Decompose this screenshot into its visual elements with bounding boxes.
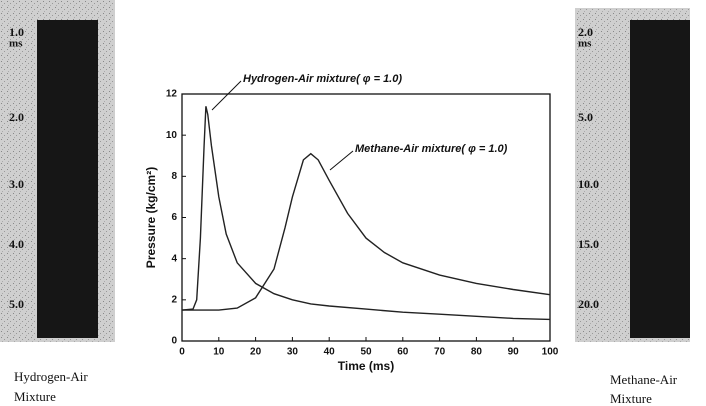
x-tick-label: 20 bbox=[250, 347, 262, 358]
strip-label: 15.0 bbox=[578, 237, 599, 251]
x-tick-label: 80 bbox=[471, 347, 483, 358]
caption: Hydrogen-Air bbox=[14, 369, 88, 384]
strip-label: 1.0 bbox=[9, 25, 24, 39]
series-label: Methane-Air mixture( φ = 1.0) bbox=[355, 143, 508, 155]
photo-frame bbox=[630, 20, 690, 338]
strip-label: 4.0 bbox=[9, 237, 24, 251]
plot-frame bbox=[181, 93, 551, 342]
x-tick-label: 40 bbox=[324, 347, 336, 358]
x-tick-label: 0 bbox=[179, 347, 185, 358]
y-axis-label: Pressure (kg/cm²) bbox=[144, 167, 158, 268]
strip-label: 2.0 bbox=[9, 110, 24, 124]
x-tick-label: 50 bbox=[360, 347, 372, 358]
caption: Methane-Air bbox=[610, 372, 678, 387]
x-tick-label: 90 bbox=[508, 347, 520, 358]
y-tick-label: 10 bbox=[166, 130, 178, 141]
y-tick-label: 2 bbox=[171, 294, 177, 305]
x-tick-label: 10 bbox=[213, 347, 225, 358]
x-tick-label: 60 bbox=[397, 347, 409, 358]
strip-label: 3.0 bbox=[9, 177, 24, 191]
strip-label: 10.0 bbox=[578, 177, 599, 191]
x-tick-label: 70 bbox=[434, 347, 446, 358]
y-tick-label: 4 bbox=[171, 253, 177, 264]
strip-label: 20.0 bbox=[578, 297, 599, 311]
line-series bbox=[181, 106, 551, 321]
series-label: Hydrogen-Air mixture( φ = 1.0) bbox=[243, 73, 402, 85]
right-strip bbox=[575, 8, 690, 342]
caption: Mixture bbox=[610, 391, 652, 406]
caption: Mixture bbox=[14, 389, 56, 404]
strip-label: 5.0 bbox=[578, 110, 593, 124]
photo-frame bbox=[37, 20, 98, 338]
strip-label: 2.0 bbox=[578, 25, 593, 39]
y-tick-label: 8 bbox=[171, 171, 177, 182]
strip-unit: ms bbox=[578, 38, 592, 50]
annotation-leader bbox=[329, 150, 354, 171]
y-tick-label: 6 bbox=[171, 212, 177, 223]
y-tick-label: 0 bbox=[171, 336, 177, 347]
chart: 0 10 20 30 40 50 60 70 80 90 100 0 2 4 6 8 10 12 Time (ms)… bbox=[144, 73, 559, 373]
x-axis-label: Time (ms) bbox=[338, 359, 394, 373]
left-strip bbox=[0, 0, 115, 342]
x-tick-label: 100 bbox=[542, 347, 559, 358]
x-tick-label: 30 bbox=[287, 347, 299, 358]
y-tick-label: 12 bbox=[166, 89, 178, 100]
line-series bbox=[182, 152, 551, 311]
strip-unit: ms bbox=[9, 38, 23, 50]
strip-label: 5.0 bbox=[9, 297, 24, 311]
annotation-leader bbox=[211, 80, 242, 111]
